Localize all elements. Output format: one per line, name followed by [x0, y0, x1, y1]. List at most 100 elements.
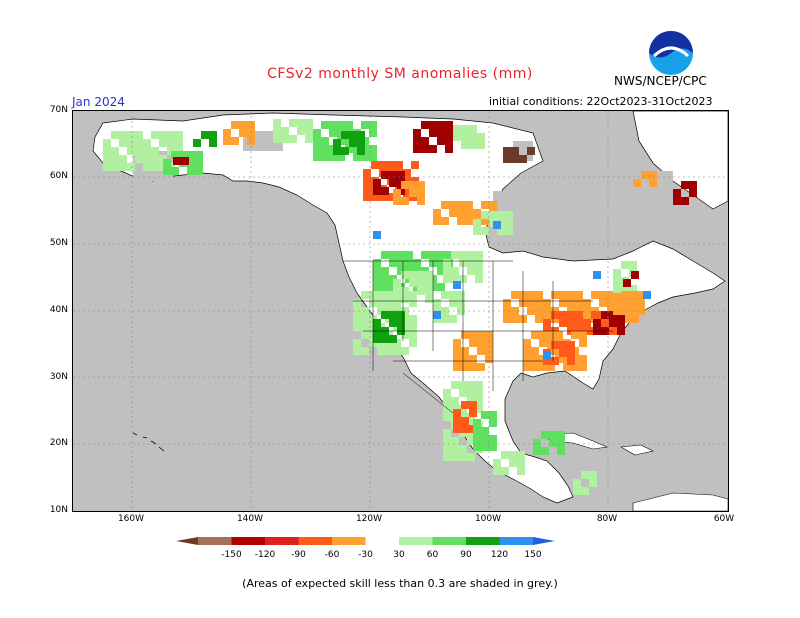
anomaly-cell [555, 331, 563, 339]
anomaly-cell [467, 259, 475, 267]
anomaly-cell [403, 169, 411, 177]
anomaly-cell [613, 277, 621, 285]
anomaly-cell [195, 151, 203, 159]
anomaly-cell [151, 131, 159, 139]
anomaly-cell [353, 299, 361, 307]
anomaly-cell [373, 283, 381, 291]
anomaly-cell [469, 401, 477, 409]
legend-swatch [332, 537, 366, 545]
anomaly-cell [481, 211, 489, 219]
anomaly-cell [451, 445, 459, 453]
anomaly-cell [443, 453, 451, 461]
anomaly-cell [381, 267, 389, 275]
anomaly-cell [459, 381, 467, 389]
anomaly-cell [629, 285, 637, 293]
anomaly-cell [421, 121, 429, 129]
anomaly-cell [501, 451, 509, 459]
legend-swatch [399, 537, 433, 545]
anomaly-cell [481, 217, 489, 225]
anomaly-cell [533, 447, 541, 455]
anomaly-cell [453, 339, 461, 347]
legend-swatch [432, 537, 466, 545]
anomaly-cell [473, 219, 481, 227]
anomaly-cell [369, 145, 377, 153]
anomaly-cell [461, 401, 469, 409]
legend-tick-label: -120 [255, 550, 276, 560]
anomaly-cell [397, 259, 405, 267]
anomaly-cell [475, 251, 483, 259]
anomaly-cell [159, 139, 167, 147]
color-legend: -150 -120 -90 -60 -30 30 60 90 120 150 [176, 537, 555, 560]
anomaly-cell [451, 437, 459, 445]
anomaly-cell [171, 167, 179, 175]
anomaly-cell [459, 251, 467, 259]
anomaly-cell [373, 187, 381, 195]
anomaly-cell [349, 131, 357, 139]
anomaly-cell [509, 459, 517, 467]
anomaly-cell [223, 137, 231, 145]
anomaly-cell [505, 211, 513, 219]
anomaly-cell [223, 129, 231, 137]
legend-swatch [365, 537, 399, 545]
anomaly-cell [623, 279, 631, 287]
anomaly-cell [539, 363, 547, 371]
anomaly-cell [497, 227, 505, 235]
anomaly-cell [353, 153, 361, 161]
anomaly-cell [357, 147, 365, 155]
anomaly-cell [567, 357, 575, 365]
anomaly-cell [567, 299, 575, 307]
anomaly-cell [239, 129, 247, 137]
anomaly-cell [377, 291, 385, 299]
anomaly-cell [389, 179, 397, 187]
anomaly-cell [313, 129, 321, 137]
anomaly-cell [459, 453, 467, 461]
anomaly-cell [533, 439, 541, 447]
anomaly-cell [349, 139, 357, 147]
anomaly-cell [387, 161, 395, 169]
anomaly-cell [575, 311, 583, 319]
anomaly-cell [119, 131, 127, 139]
anomaly-cell [421, 251, 429, 259]
anomaly-cell [239, 121, 247, 129]
anomaly-cell [353, 347, 361, 355]
anomaly-cell [353, 307, 361, 315]
anomaly-cell [465, 201, 473, 209]
anomaly-cell [385, 347, 393, 355]
anomaly-cell [417, 271, 425, 279]
anomaly-cell [681, 197, 689, 205]
lat-label-20n: 20N [49, 438, 68, 448]
anomaly-cell [379, 193, 387, 201]
legend-swatch [198, 537, 232, 545]
anomaly-cell [523, 347, 531, 355]
anomaly-cell [437, 267, 445, 275]
anomaly-cell [505, 227, 513, 235]
anomaly-cell [289, 119, 297, 127]
anomaly-cell [469, 133, 477, 141]
anomaly-cell [413, 129, 421, 137]
anomaly-cells [103, 119, 697, 495]
anomaly-cell [445, 129, 453, 137]
anomaly-cell [273, 119, 281, 127]
anomaly-cell [523, 355, 531, 363]
legend-tick-label: -150 [221, 550, 242, 560]
anomaly-cell [143, 139, 151, 147]
anomaly-cell [467, 251, 475, 259]
anomaly-cell [511, 291, 519, 299]
anomaly-cell [465, 209, 473, 217]
anomaly-cell [337, 121, 345, 129]
anomaly-cell [453, 355, 461, 363]
anomaly-cell [477, 141, 485, 149]
anomaly-cell [467, 453, 475, 461]
anomaly-cell [579, 339, 587, 347]
anomaly-cell [467, 381, 475, 389]
anomaly-cell [433, 299, 441, 307]
anomaly-cell [103, 147, 111, 155]
anomaly-cell [363, 177, 371, 185]
anomaly-cell [531, 355, 539, 363]
anomaly-cell [517, 451, 525, 459]
anomaly-cell [361, 291, 369, 299]
anomaly-cell [389, 251, 397, 259]
anomaly-cell [449, 291, 457, 299]
anomaly-cell [321, 137, 329, 145]
map-title: CFSv2 monthly SM anomalies (mm) [267, 66, 533, 82]
